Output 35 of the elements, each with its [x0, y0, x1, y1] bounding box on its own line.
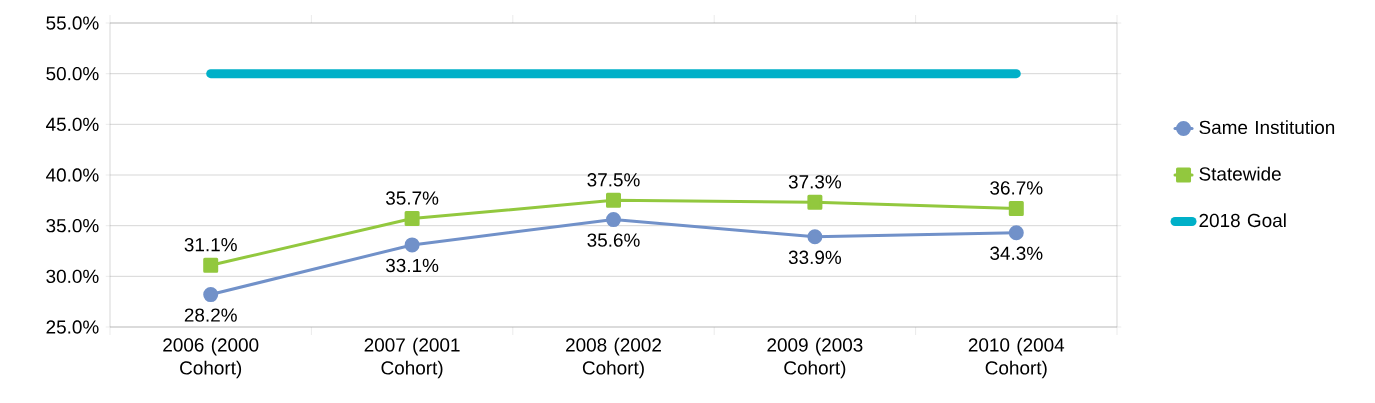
point [404, 211, 420, 227]
data-label: 35.7% [385, 191, 439, 205]
y-tick-label: 40.0% [46, 168, 99, 182]
data-label: 37.3% [788, 175, 842, 189]
x-tick-label: 2006 (2000 Cohort) [163, 337, 259, 379]
x-tick-label: 2010 (2004 Cohort) [968, 337, 1065, 379]
data-label: 31.1% [184, 237, 237, 252]
y-tick-label: 55.0% [46, 16, 99, 30]
data-label: 35.6% [587, 233, 640, 247]
data-label: 28.2% [184, 308, 237, 322]
legend-label: 2018 Goal [1199, 213, 1286, 228]
legend-label: Statewide [1199, 166, 1281, 181]
data-label: 36.7% [990, 181, 1043, 195]
legend-label: Same Institution [1199, 120, 1335, 135]
x-tick-label: 2007 (2001 Cohort) [364, 337, 460, 379]
point [606, 192, 621, 208]
y-tick-label: 30.0% [46, 269, 99, 284]
data-label: 33.9% [788, 250, 842, 265]
data-label: 34.3% [990, 246, 1043, 260]
y-tick-label: 25.0% [46, 320, 99, 334]
point [203, 287, 219, 303]
data-label: 33.1% [385, 258, 439, 273]
y-tick-label: 45.0% [46, 117, 99, 132]
x-tick-label: 2009 (2003 Cohort) [767, 337, 863, 379]
point [606, 212, 621, 228]
point [1008, 200, 1024, 216]
point [203, 257, 219, 273]
point [1008, 225, 1024, 241]
y-tick-label: 50.0% [46, 66, 99, 81]
point [807, 194, 823, 210]
data-label: 37.5% [587, 173, 640, 187]
point [807, 229, 823, 245]
y-tick-label: 35.0% [46, 218, 99, 233]
x-tick-label: 2008 (2002 Cohort) [566, 337, 661, 379]
point [404, 237, 420, 253]
